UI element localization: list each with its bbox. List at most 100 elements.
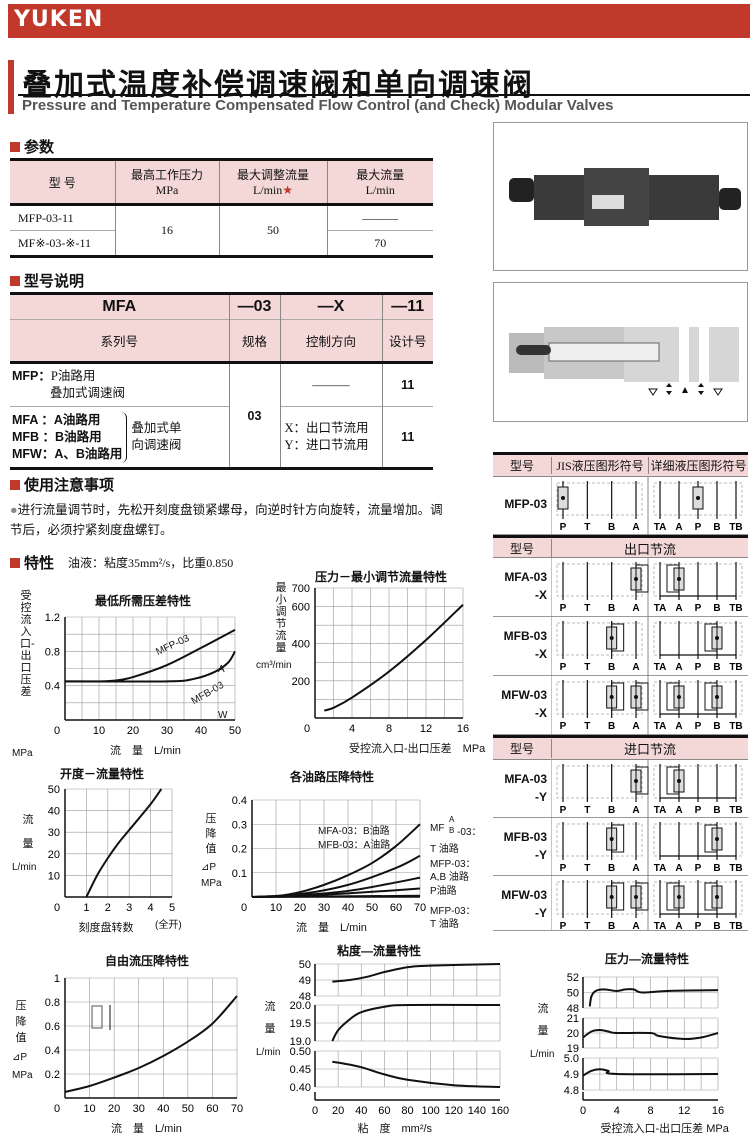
y-tick-label: 50 bbox=[567, 988, 579, 1000]
port-label: P bbox=[560, 863, 567, 874]
port-label: P bbox=[695, 603, 702, 614]
y-tick-label: 200 bbox=[292, 676, 310, 688]
x-tick-label: 12 bbox=[678, 1105, 690, 1117]
y-tick-label: 600 bbox=[292, 602, 310, 614]
port-label: TB bbox=[729, 805, 742, 816]
y-tick-label: 40 bbox=[48, 806, 60, 818]
model-code-heading: 型号说明 bbox=[10, 270, 84, 291]
port-label: B bbox=[713, 805, 720, 816]
yuken-logo: YUKEN bbox=[14, 7, 104, 32]
y-tick-label: 10 bbox=[48, 870, 60, 882]
symbol-header-jis: JIS液压图形符号 bbox=[551, 457, 648, 474]
symbol-header-model: 型号 bbox=[509, 542, 534, 556]
section-marker bbox=[10, 479, 20, 490]
port-label: TA bbox=[654, 921, 667, 931]
chart-title: 压力－最小调节流量特性 bbox=[315, 570, 448, 584]
label-03: -03： bbox=[457, 827, 482, 838]
symbol-model: MFB-03 bbox=[503, 629, 547, 643]
y-tick-label: 20 bbox=[48, 849, 60, 861]
port-label: TB bbox=[729, 721, 742, 732]
y-tick-label: 21 bbox=[567, 1013, 579, 1025]
chart-title: 自由流压降特性 bbox=[105, 954, 190, 968]
check-valve-icon bbox=[611, 682, 625, 711]
section-marker bbox=[10, 275, 20, 286]
port-label: T bbox=[584, 921, 590, 931]
chart-title: 各油路压降特性 bbox=[290, 770, 375, 784]
y-tick-label: 0.3 bbox=[232, 819, 247, 831]
series-line bbox=[332, 963, 501, 983]
y-tick-label: 0.50 bbox=[290, 1046, 311, 1058]
port-label: B bbox=[713, 603, 720, 614]
port-label: P bbox=[560, 522, 567, 533]
check-valve-icon bbox=[635, 564, 649, 593]
x-tick-label: 0 bbox=[54, 1103, 60, 1115]
port-label: TA bbox=[654, 721, 667, 732]
port-label: B bbox=[713, 863, 720, 874]
symbol-header-mode: 出口节流 bbox=[551, 539, 748, 558]
y-axis-label: 流量 bbox=[264, 1001, 276, 1035]
y-tick-label: 0.45 bbox=[290, 1064, 311, 1076]
section-drawing bbox=[509, 327, 739, 396]
x-tick-label: 60 bbox=[390, 902, 402, 914]
port-label: P bbox=[560, 603, 567, 614]
x-tick-label: 8 bbox=[647, 1105, 653, 1117]
y-tick-label: 0.4 bbox=[45, 1045, 60, 1057]
symbol-header-row bbox=[493, 452, 748, 477]
check-valve-icon bbox=[704, 623, 718, 652]
check-valve-icon bbox=[635, 882, 649, 911]
check-valve-icon bbox=[635, 766, 649, 795]
x-tick-label: 20 bbox=[108, 1103, 120, 1115]
x-tick-label: 16 bbox=[712, 1105, 724, 1117]
y-axis-unit: L/min bbox=[12, 862, 37, 873]
series-line bbox=[582, 1028, 719, 1041]
x-tick-label: 40 bbox=[195, 725, 207, 737]
port-label: B bbox=[608, 921, 615, 931]
y-tick-label: 48 bbox=[567, 1003, 579, 1015]
y-axis-unit: MPa bbox=[12, 1070, 33, 1081]
x-tick-label: 60 bbox=[378, 1105, 390, 1117]
x-tick-label: 40 bbox=[342, 902, 354, 914]
symbol-model-suffix: -X bbox=[535, 647, 547, 661]
symbol-header-detail: 详细液压图形符号 bbox=[648, 457, 748, 474]
port-label: P bbox=[695, 863, 702, 874]
port-label: T bbox=[584, 603, 590, 614]
page-subtitle: Pressure and Temperature Compensated Flo… bbox=[22, 97, 614, 114]
y-axis-label: 最小调节流量 bbox=[275, 582, 287, 654]
chart-c3: 0 1 2 3 4 5 10 20 30 40 50 bbox=[48, 784, 175, 914]
port-label: P bbox=[695, 721, 702, 732]
chart-c6: 0 20 40 60 80 100 120 140 160 48 49 50 19.0 19.5 20.0 0… bbox=[290, 959, 510, 1117]
symbol-row bbox=[493, 876, 748, 931]
symbol-row bbox=[493, 676, 748, 735]
x-tick-label: 3 bbox=[126, 902, 132, 914]
x-tick-label: 40 bbox=[355, 1105, 367, 1117]
y-tick-label: 20 bbox=[567, 1028, 579, 1040]
series-line bbox=[85, 788, 163, 898]
y-axis-symbol: ⊿P bbox=[201, 862, 217, 873]
port-label: P bbox=[560, 805, 567, 816]
x-axis-label: 粘 度 mm²/s bbox=[357, 1123, 433, 1135]
port-label: A bbox=[632, 863, 639, 874]
label-b: B bbox=[449, 826, 455, 835]
x-tick-label: 60 bbox=[206, 1103, 218, 1115]
y-axis-unit: L/min bbox=[256, 1047, 281, 1058]
valve-photo-drawing bbox=[509, 168, 741, 226]
check-valve-icon bbox=[611, 882, 625, 911]
port-label: TA bbox=[654, 603, 667, 614]
check-valve-icon bbox=[704, 824, 718, 853]
series-line bbox=[331, 1003, 501, 1042]
section-marker bbox=[10, 141, 20, 152]
model-code-table: MFA —03 —X —11 系列号 规格 控制方向 设计号 MFP：P油路用叠… bbox=[10, 292, 433, 470]
y-tick-label: 700 bbox=[292, 583, 310, 595]
label-a: A bbox=[449, 815, 455, 824]
x-tick-label: 2 bbox=[105, 902, 111, 914]
x-tick-label: 160 bbox=[491, 1105, 509, 1117]
port-arrows bbox=[648, 383, 723, 396]
port-label: T bbox=[584, 805, 590, 816]
y-tick-label: 19.0 bbox=[290, 1036, 311, 1048]
symbol-header-model: 型号 bbox=[509, 459, 534, 473]
port-label: P bbox=[695, 522, 702, 533]
y-axis-label: 压降值 bbox=[15, 1000, 27, 1044]
check-valve-icon bbox=[666, 766, 680, 795]
x-tick-label: 50 bbox=[182, 1103, 194, 1115]
y-tick-label: 0.4 bbox=[232, 795, 247, 807]
